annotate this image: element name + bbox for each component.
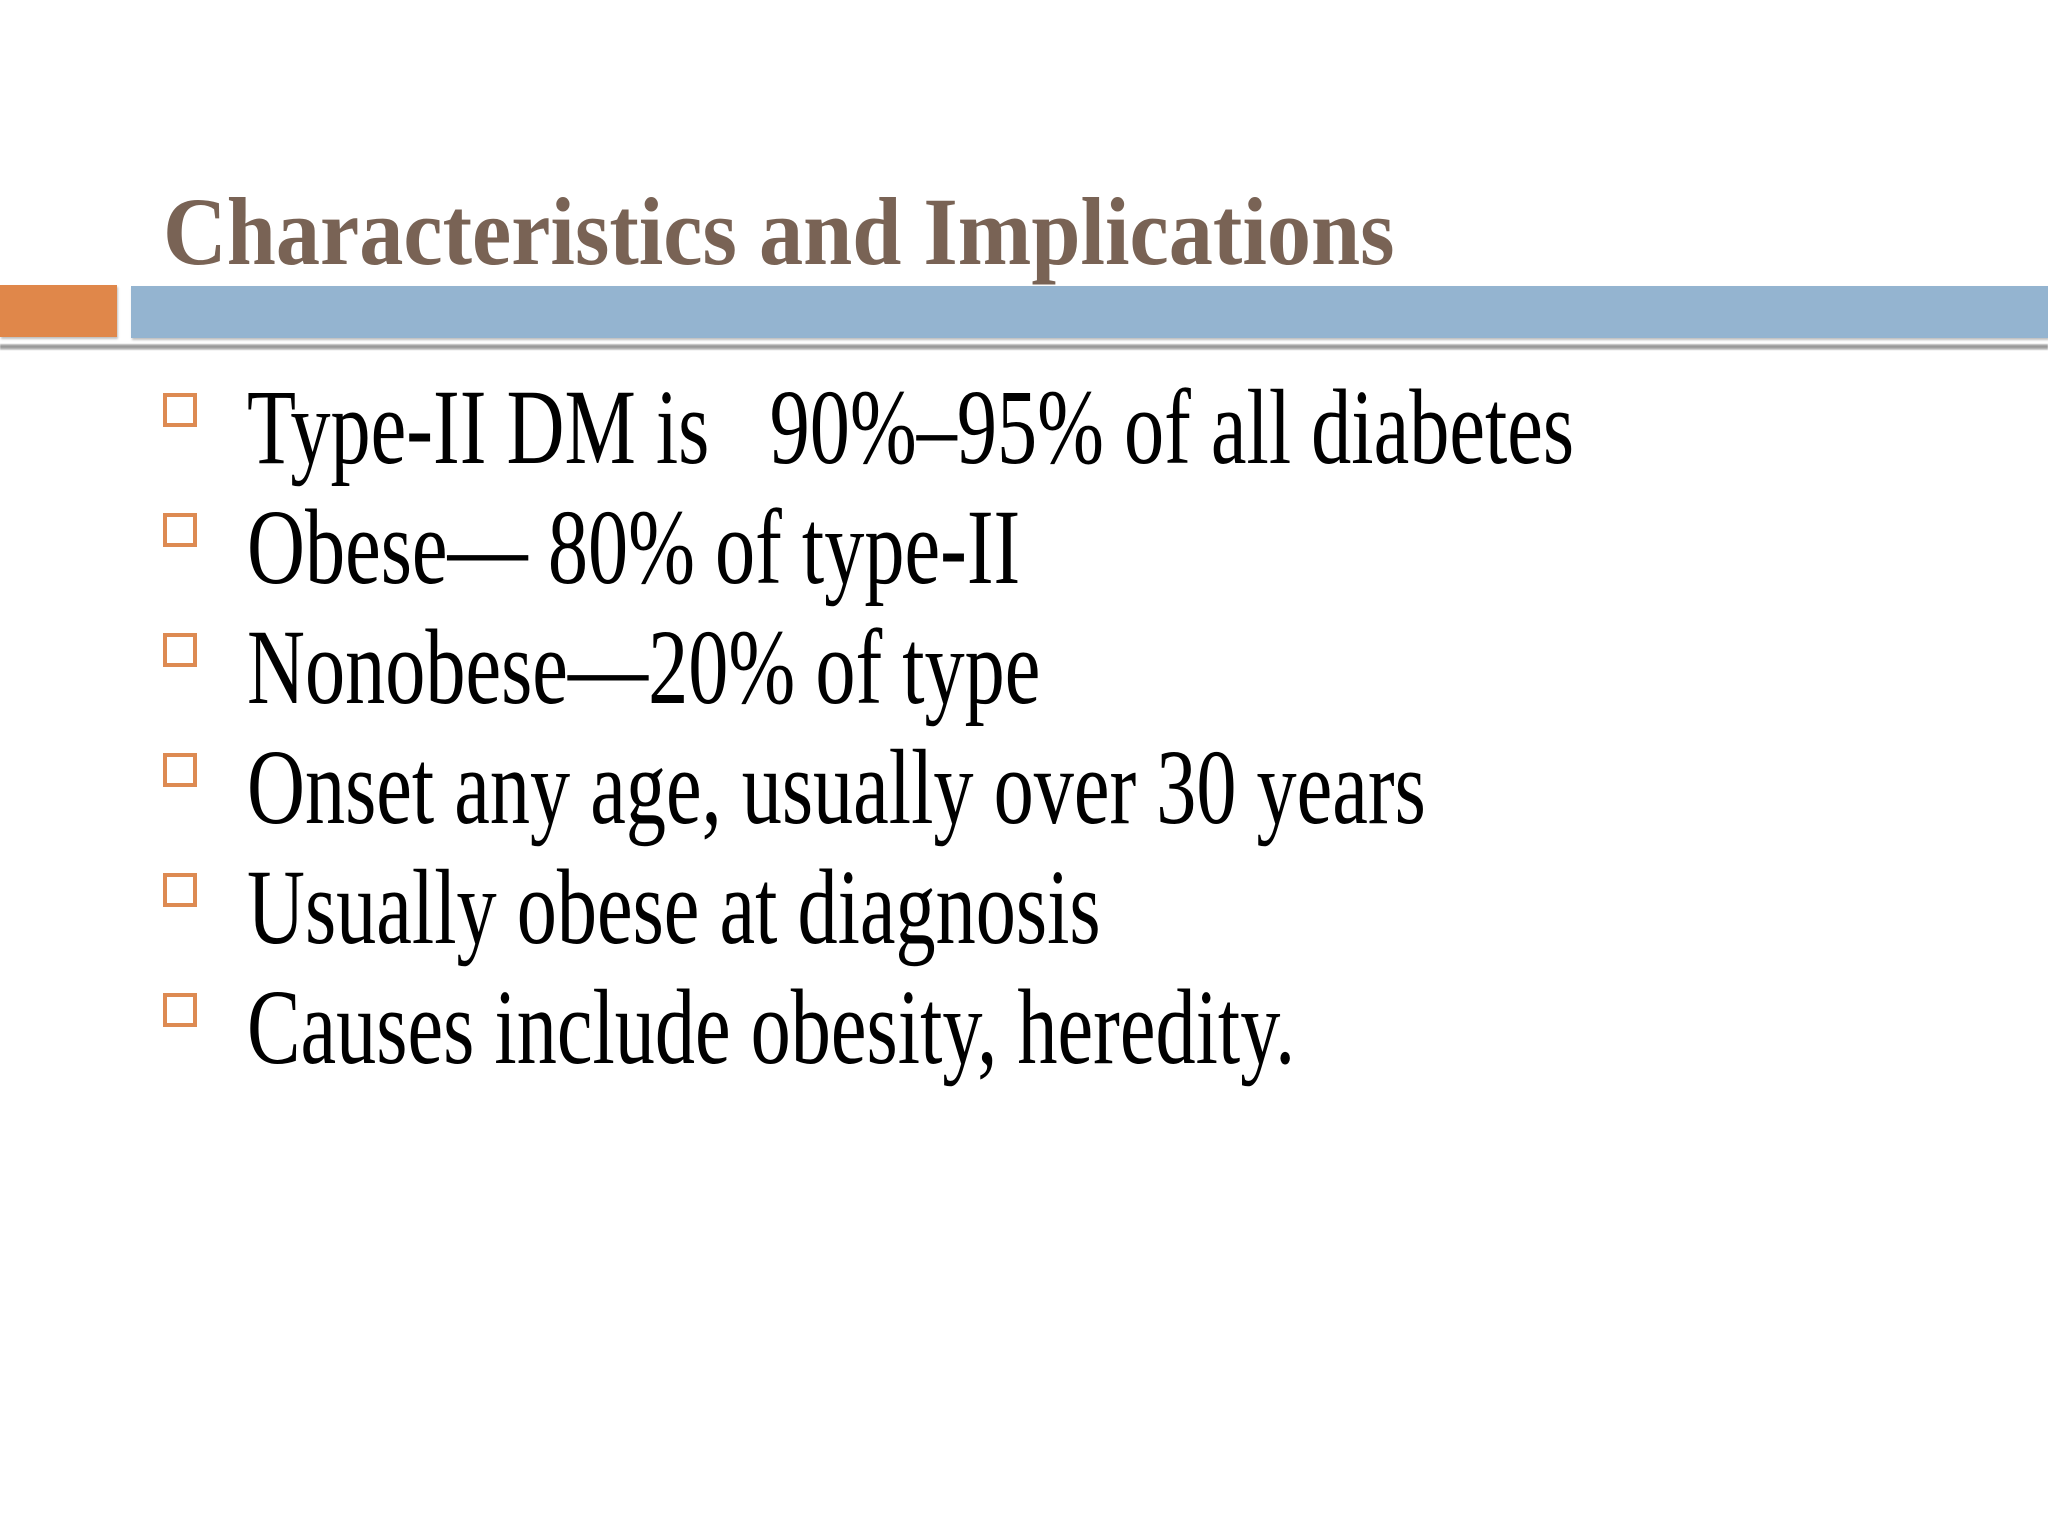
bullet-square-icon bbox=[163, 753, 197, 787]
bullet-square-icon bbox=[163, 513, 197, 547]
bullet-text: Usually obese at diagnosis bbox=[247, 849, 1101, 967]
list-item: Onset any age, usually over 30 years bbox=[163, 728, 2016, 848]
accent-bar-orange bbox=[0, 285, 117, 337]
bullet-text: Type-II DM is 90%–95% of all diabetes bbox=[247, 369, 1575, 487]
bullet-square-icon bbox=[163, 873, 197, 907]
list-item: Type-II DM is 90%–95% of all diabetes bbox=[163, 368, 2016, 488]
bullet-square-icon bbox=[163, 393, 197, 427]
bullet-text: Onset any age, usually over 30 years bbox=[247, 729, 1426, 847]
divider-shadow-line bbox=[0, 344, 2048, 350]
list-item: Obese— 80% of type-II bbox=[163, 488, 2016, 608]
list-item: Causes include obesity, heredity. bbox=[163, 968, 2016, 1088]
bullet-square-icon bbox=[163, 993, 197, 1027]
bullet-text: Causes include obesity, heredity. bbox=[247, 969, 1296, 1087]
list-item: Nonobese—20% of type bbox=[163, 608, 2016, 728]
list-item: Usually obese at diagnosis bbox=[163, 848, 2016, 968]
page-title: Characteristics and Implications bbox=[163, 184, 1502, 280]
bullet-text: Nonobese—20% of type bbox=[247, 609, 1041, 727]
bullet-text: Obese— 80% of type-II bbox=[247, 489, 1021, 607]
bullet-list: Type-II DM is 90%–95% of all diabetes Ob… bbox=[163, 368, 2016, 1088]
accent-bar-blue bbox=[131, 286, 2048, 338]
page-title-text: Characteristics and Implications bbox=[163, 178, 1395, 286]
bullet-square-icon bbox=[163, 633, 197, 667]
